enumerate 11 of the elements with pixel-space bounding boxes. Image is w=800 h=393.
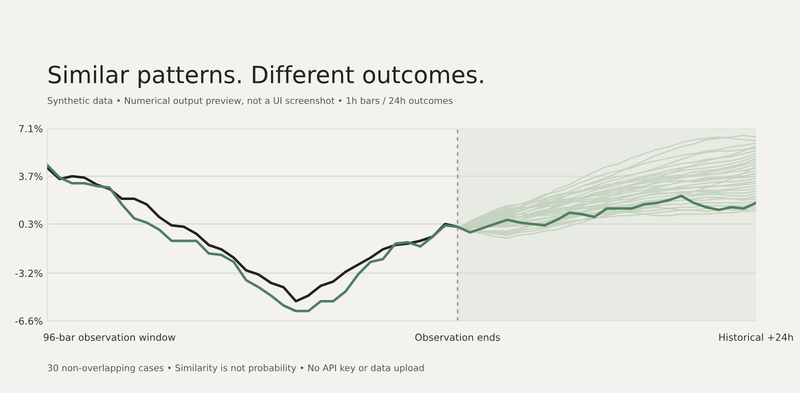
x-tick-label: 96-bar observation window [44,333,176,341]
y-tick-label: 0.3% [18,220,42,228]
y-tick-label: -6.6% [15,317,42,325]
y-tick-label: 7.1% [19,124,42,132]
x-tick-label: Historical +24h [719,333,793,341]
y-tick-label: -3.2% [15,270,42,277]
x-tick-label: Observation ends [415,333,500,341]
text: 30 non-overlapping cases • Similarity is not probability • No API key or data upload [48,364,424,374]
chart-title: Similar patterns. Different outcomes. [48,65,483,88]
chart-subtitle: Synthetic data • Numerical output preview, not a UI screenshot • 1h bars / 24h outcomes [48,97,452,106]
y-tick-label: 3.7% [19,172,42,180]
